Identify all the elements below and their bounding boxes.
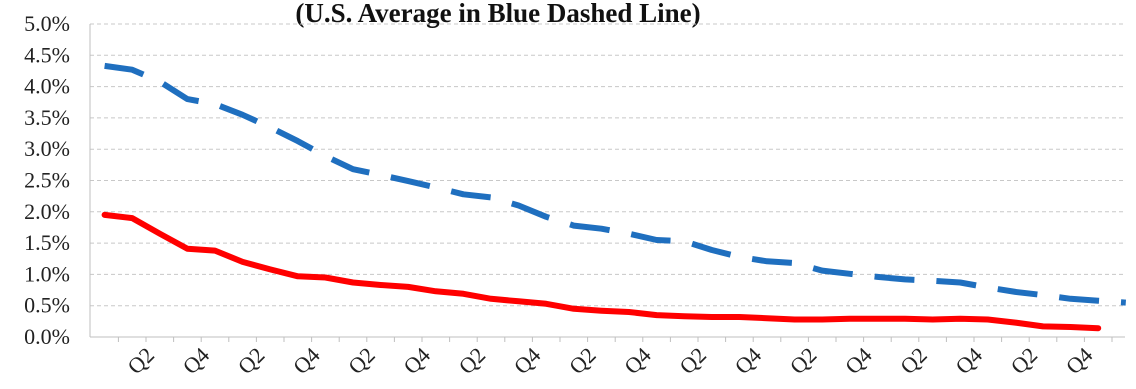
y-tick-label: 0.5% [24,293,70,318]
x-tick-label: Q2 [1006,342,1043,379]
y-tick-label: 4.5% [24,42,70,67]
chart-title: (U.S. Average in Blue Dashed Line) [295,0,700,28]
y-axis-ticks: 0.0% 0.5% 1.0% 1.5% 2.0% 2.5% 3.0% 3.5% 4.0% 4.5%… [24,11,70,349]
y-tick-label: 2.5% [24,168,70,193]
x-tick-label: Q2 [233,342,270,379]
x-tick-label: Q2 [343,342,380,379]
y-tick-label: 1.5% [24,230,70,255]
y-tick-label: 3.5% [24,105,70,130]
x-tick-label: Q2 [454,342,491,379]
axes [89,24,1125,338]
x-tick-label: Q2 [895,342,932,379]
x-tick-label: Q2 [122,342,159,379]
y-tick-label: 1.0% [24,261,70,286]
series [101,62,1127,332]
x-tick-label: Q4 [840,342,877,379]
x-tick-label: Q4 [509,342,546,379]
x-tick-label: Q2 [564,342,601,379]
x-tick-label: Q4 [619,342,656,379]
x-tick-label: Q4 [1061,342,1098,379]
x-tick-label: Q4 [398,342,435,379]
x-tick-label: Q2 [785,342,822,379]
y-tick-label: 2.0% [24,199,70,224]
series-line-1 [101,211,1102,332]
x-tick-label: Q4 [288,342,325,379]
y-tick-label: 4.0% [24,74,70,99]
x-tick-label: Q4 [730,342,767,379]
x-tick-label: Q4 [950,342,987,379]
y-tick-label: 5.0% [24,11,70,36]
series-line-2 [104,62,1127,306]
grid [90,23,1125,307]
x-tick-label: Q4 [178,342,215,379]
y-tick-label: 0.0% [24,324,70,349]
x-axis-ticks: Q2 Q4 Q2 Q4 Q2 Q4 Q2 Q4 Q2 Q4 Q2 Q4 Q2 Q4 Q2 Q4 Q2 Q4 [117,337,1113,379]
x-tick-label: Q2 [674,342,711,379]
y-tick-label: 3.0% [24,136,70,161]
